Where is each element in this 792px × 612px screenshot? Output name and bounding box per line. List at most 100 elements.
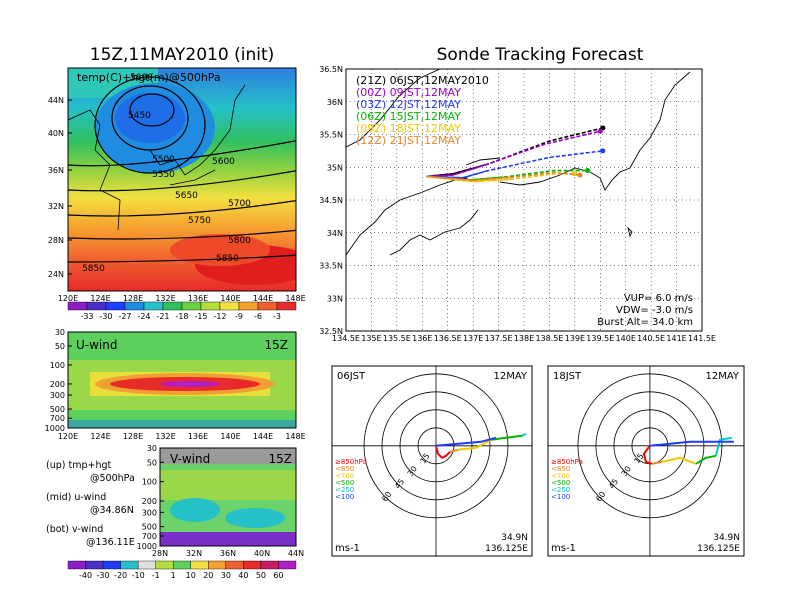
lon-tick-label: 139E [565, 334, 585, 343]
colorbar-swatch [173, 560, 191, 570]
hodograph-date: 12MAY [493, 371, 527, 382]
lat-tick-label: 33N [327, 294, 343, 303]
hodograph-lat: 34.9N [713, 533, 740, 543]
lat-tick-label: 28N [48, 236, 64, 245]
map-lat-ticks: 44N 40N 36N 32N 28N 24N [48, 96, 72, 279]
level-legend: ≥850hPa [551, 458, 583, 466]
colorbar-label: -3 [273, 312, 281, 321]
hodograph-lon: 136.125E [485, 544, 528, 554]
hodograph-trace [651, 460, 663, 465]
u-wind-frame [67, 331, 297, 429]
contour-label: 5700 [228, 199, 251, 209]
hodograph-trace [457, 438, 492, 451]
hodograph-trace [490, 434, 523, 441]
u-wind-title: U-wind [76, 338, 117, 352]
pressure-tick-label: 1000 [45, 424, 65, 433]
lat-tick-label: 24N [48, 270, 64, 279]
note-line: (bot) v-wind [46, 524, 103, 535]
lon-tick-label: 128E [123, 294, 143, 303]
colorbar-swatch [260, 560, 279, 570]
colorbar-label: 20 [203, 571, 213, 580]
level-legend: <100 [335, 493, 354, 501]
hodograph-trace [714, 436, 733, 457]
lat-tick-label: 28N [152, 549, 168, 558]
lon-tick-label: 124E [90, 294, 110, 303]
level-legend: <250 [335, 486, 354, 494]
lon-tick-label: 138E [514, 334, 534, 343]
colorbar-label: -30 [99, 312, 112, 321]
colorbar-label: -1 [152, 571, 160, 580]
hodograph-time: 06JST [337, 371, 366, 382]
pressure-tick-label: 200 [142, 497, 157, 506]
pressure-tick-label: 30 [147, 444, 157, 453]
lon-tick-label: 139.5E [586, 334, 614, 343]
contour-label: 5650 [175, 191, 198, 201]
contour-label: 5850 [82, 264, 105, 274]
lat-tick-label: 40N [48, 129, 64, 138]
level-legend: <700 [335, 472, 354, 480]
legend-entry: (12Z) 21JST,12MAY [356, 134, 461, 147]
u-wind-field [68, 332, 296, 428]
colorbar-label: -6 [254, 312, 262, 321]
colorbar-swatch [120, 560, 139, 570]
hodograph-lat: 34.9N [501, 533, 528, 543]
pressure-tick-label: 700 [50, 414, 65, 423]
lon-tick-label: 140E [220, 294, 240, 303]
pressure-tick-label: 100 [142, 478, 157, 487]
lat-tick-label: 33.5N [319, 262, 343, 271]
lon-tick-label: 141E [666, 334, 686, 343]
lon-tick-label: 136E [412, 334, 432, 343]
legend-entry: (00Z) 09JST,12MAY [356, 86, 461, 99]
temperature-colorbar: -33 -30 -27 -24 -21 -18 -15 -12 -9 -6 -3 [67, 301, 297, 321]
hodograph-unit: ms-1 [551, 543, 576, 554]
map-lon-ticks: 120E 124E 128E 132E 136E 140E 144E 148E [58, 294, 306, 303]
lat-tick-label: 35.5N [319, 131, 343, 140]
colorbar-label: -9 [235, 312, 243, 321]
level-legend: <250 [551, 486, 570, 494]
colorbar-label: 10 [186, 571, 196, 580]
lon-tick-label: 135.5E [383, 334, 411, 343]
temperature-field [68, 68, 296, 291]
lon-tick-label: 141.5E [688, 334, 716, 343]
colorbar-swatch [238, 301, 259, 311]
pressure-tick-label: 50 [55, 342, 65, 351]
colorbar-label: -15 [194, 312, 207, 321]
lat-tick-label: 34N [327, 229, 343, 238]
hodograph-trace [695, 454, 717, 465]
lon-tick-label: 136E [188, 432, 208, 441]
contour-label: 5450 [128, 111, 151, 121]
colorbar-swatch [143, 301, 164, 311]
pressure-tick-label: 300 [142, 508, 157, 517]
hodograph-trace [449, 448, 459, 453]
map-subtitle: temp(C)+hgt(m)@500hPa [77, 71, 221, 84]
tracking-lon-ticks: 134.5E 135E 135.5E 136E 136.5E 137E 137.5E 138E… [332, 334, 716, 343]
lat-tick-label: 36N [327, 98, 343, 107]
sonde-tracks [426, 125, 606, 183]
map-frame [67, 67, 297, 292]
colorbar-label: -24 [137, 312, 150, 321]
tracking-title: Sonde Tracking Forecast [437, 45, 644, 65]
pressure-tick-label: 500 [50, 405, 65, 414]
level-legend: <100 [551, 493, 570, 501]
contour-label: 5600 [130, 73, 153, 83]
vdw-param: VDW= -3.0 m/s [616, 305, 693, 316]
lon-tick-label: 136E [188, 294, 208, 303]
level-legend: <500 [551, 479, 570, 487]
lon-tick-label: 120E [58, 432, 78, 441]
level-legend: <850 [551, 465, 570, 473]
colorbar-swatch [155, 560, 174, 570]
hodograph-trace [649, 440, 734, 447]
lat-tick-label: 40N [254, 549, 270, 558]
hodograph-trace [661, 456, 697, 465]
hodograph-time: 18JST [553, 371, 582, 382]
pressure-tick-label: 30 [55, 328, 65, 337]
lon-tick-label: 135E [361, 334, 381, 343]
colorbar-swatch [190, 560, 209, 570]
legend-entry: (03Z) 12JST,12MAY [356, 98, 461, 111]
colorbar-swatch [219, 301, 240, 311]
colorbar-swatch [181, 301, 202, 311]
pressure-tick-label: 300 [50, 391, 65, 400]
wind-colorbar: -40 -30 -20 -10 -1 1 10 20 30 40 50 60 [67, 560, 297, 580]
colorbar-label: 30 [221, 571, 231, 580]
